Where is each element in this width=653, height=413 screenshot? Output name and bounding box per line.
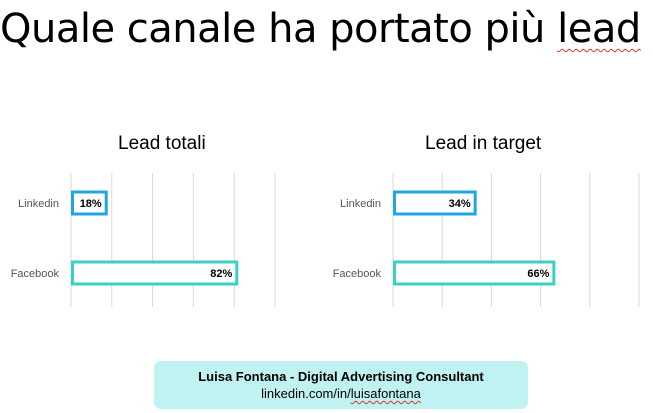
slide-title: Quale canale ha portato più lead ? xyxy=(0,6,653,52)
chart-lead-in-target: Lead in target Linkedin 34% Facebook 66% xyxy=(320,125,653,325)
data-label: 18% xyxy=(80,198,102,210)
bar xyxy=(71,260,239,286)
chart-title: Lead in target xyxy=(425,133,542,154)
slide-title-end: ? xyxy=(641,6,653,52)
author-link-handle: luisafontana xyxy=(350,386,421,401)
category-label: Facebook xyxy=(11,268,60,280)
data-label: 82% xyxy=(210,268,232,280)
slide-title-start: Quale canale ha portato più xyxy=(0,6,558,52)
category-label: Linkedin xyxy=(340,198,381,210)
bar xyxy=(71,190,108,216)
slide-title-word: lead xyxy=(557,6,641,52)
data-label: 66% xyxy=(527,268,549,280)
author-link-prefix: linkedin.com/in/ xyxy=(261,386,351,401)
bar-chart-svg: Linkedin 34% Facebook 66% xyxy=(333,173,640,307)
author-link[interactable]: linkedin.com/in/luisafontana xyxy=(154,386,528,401)
category-label: Facebook xyxy=(333,268,382,280)
data-label: 34% xyxy=(449,198,471,210)
bar-chart-svg: Linkedin 18% Facebook 82% xyxy=(11,173,276,307)
chart-lead-totali: Lead totali Linkedin 18% Facebook 82% xyxy=(0,125,300,325)
category-label: Linkedin xyxy=(18,198,59,210)
bar xyxy=(393,260,556,286)
bar xyxy=(393,190,477,216)
chart-title: Lead totali xyxy=(118,133,206,154)
author-name: Luisa Fontana - Digital Advertising Cons… xyxy=(198,369,484,384)
author-footer: Luisa Fontana - Digital Advertising Cons… xyxy=(154,361,528,409)
